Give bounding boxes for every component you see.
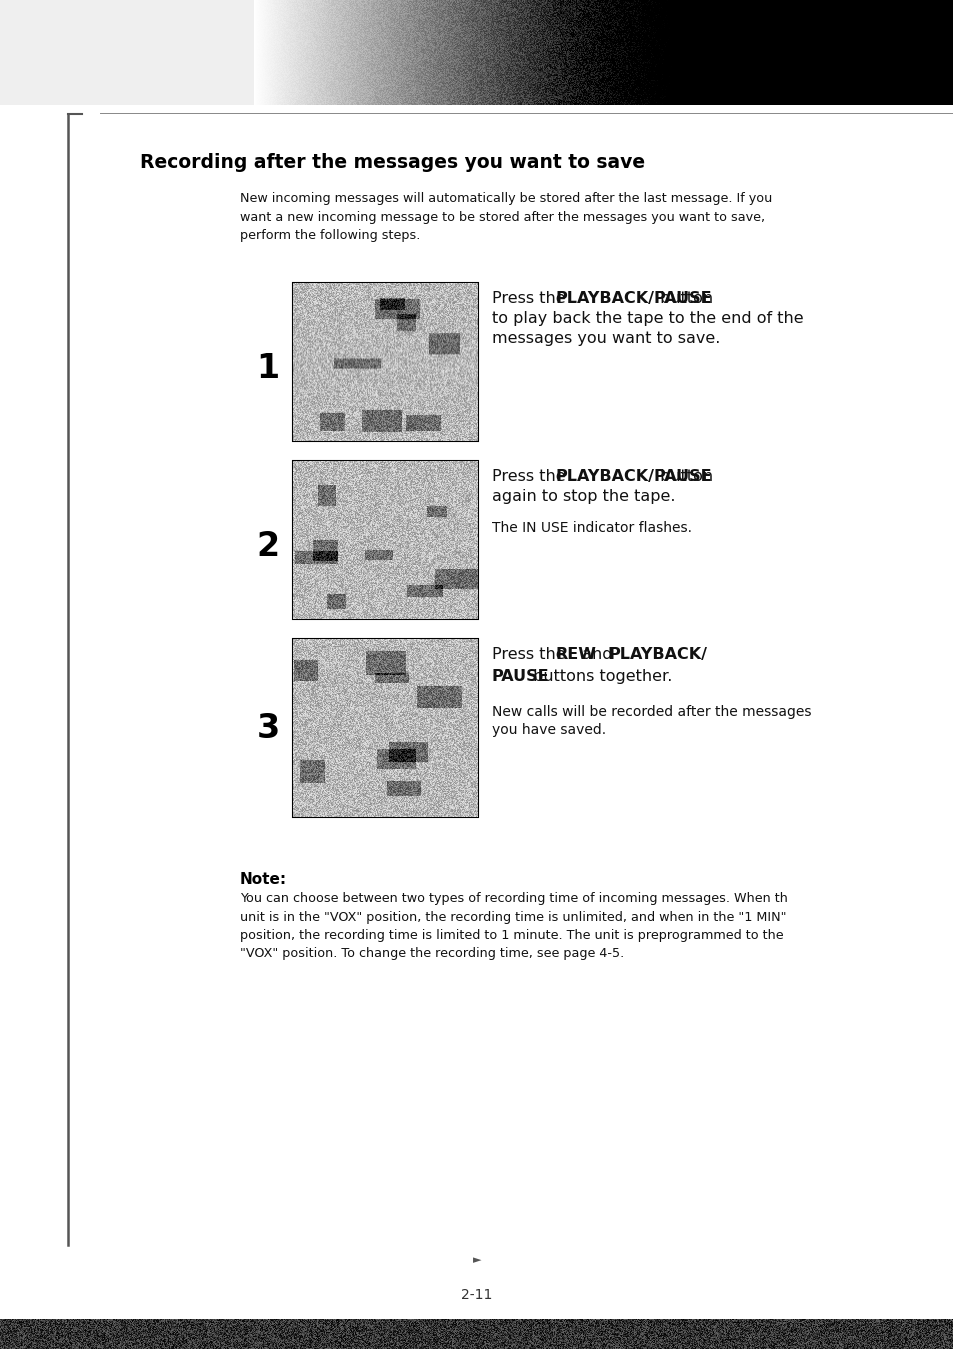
- Text: +: +: [376, 720, 391, 739]
- Text: messages you want to save.: messages you want to save.: [492, 331, 720, 345]
- Text: REW ▶▶: REW ▶▶: [365, 669, 402, 677]
- Text: buttons together.: buttons together.: [527, 669, 671, 684]
- Text: to play back the tape to the end of the: to play back the tape to the end of the: [492, 312, 802, 326]
- Bar: [293, 283, 477, 441]
- Bar: [343, 755, 422, 791]
- Bar: [314, 657, 453, 800]
- Text: PLAYBACK/PAUSE: PLAYBACK/PAUSE: [348, 293, 422, 301]
- Text: Press the: Press the: [492, 469, 570, 484]
- Text: Press the: Press the: [492, 291, 570, 306]
- Polygon shape: [345, 533, 424, 618]
- Bar: [293, 461, 477, 619]
- Bar: [340, 308, 429, 351]
- Text: New calls will be recorded after the messages: New calls will be recorded after the mes…: [492, 706, 811, 719]
- Text: 3: 3: [256, 712, 279, 746]
- Text: New incoming messages will automatically be stored after the last message. If yo: New incoming messages will automatically…: [240, 192, 771, 241]
- Bar: [0, 0, 253, 105]
- Text: PLAYBACK/PAUSE: PLAYBACK/PAUSE: [555, 469, 711, 484]
- Bar: [340, 486, 429, 529]
- Text: ◄/II: ◄/II: [374, 322, 395, 336]
- Text: You can choose between two types of recording time of incoming messages. When th: You can choose between two types of reco…: [240, 892, 787, 960]
- Text: Note:: Note:: [240, 871, 287, 888]
- Text: The IN USE indicator flashes.: The IN USE indicator flashes.: [492, 521, 691, 536]
- Text: ◄/II: ◄/II: [374, 500, 395, 514]
- Text: button: button: [655, 469, 713, 484]
- Text: ◄/II: ◄/II: [373, 766, 395, 780]
- Text: PLAYBACK/PAUSE: PLAYBACK/PAUSE: [348, 471, 422, 479]
- Polygon shape: [345, 355, 424, 440]
- Text: 2: 2: [256, 530, 279, 563]
- Text: 2-11: 2-11: [461, 1288, 492, 1302]
- Text: and: and: [576, 648, 617, 662]
- Text: ►: ►: [473, 1255, 480, 1265]
- Text: PLAYBACK/PAUSE: PLAYBACK/PAUSE: [346, 743, 421, 753]
- Text: PLAYBACK/PAUSE: PLAYBACK/PAUSE: [555, 291, 711, 306]
- Text: REW: REW: [555, 648, 596, 662]
- Text: PAUSE: PAUSE: [492, 669, 549, 684]
- Bar: [343, 681, 422, 711]
- Text: Press the: Press the: [492, 648, 570, 662]
- Text: again to stop the tape.: again to stop the tape.: [492, 488, 675, 505]
- Text: Recording after the messages you want to save: Recording after the messages you want to…: [140, 152, 644, 173]
- Text: you have saved.: you have saved.: [492, 723, 605, 737]
- Text: PLAYBACK/: PLAYBACK/: [608, 648, 706, 662]
- Bar: [293, 639, 477, 817]
- Text: button: button: [655, 291, 713, 306]
- Text: 1: 1: [256, 352, 279, 384]
